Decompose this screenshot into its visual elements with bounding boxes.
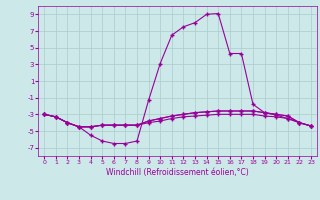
X-axis label: Windchill (Refroidissement éolien,°C): Windchill (Refroidissement éolien,°C) [106,168,249,177]
